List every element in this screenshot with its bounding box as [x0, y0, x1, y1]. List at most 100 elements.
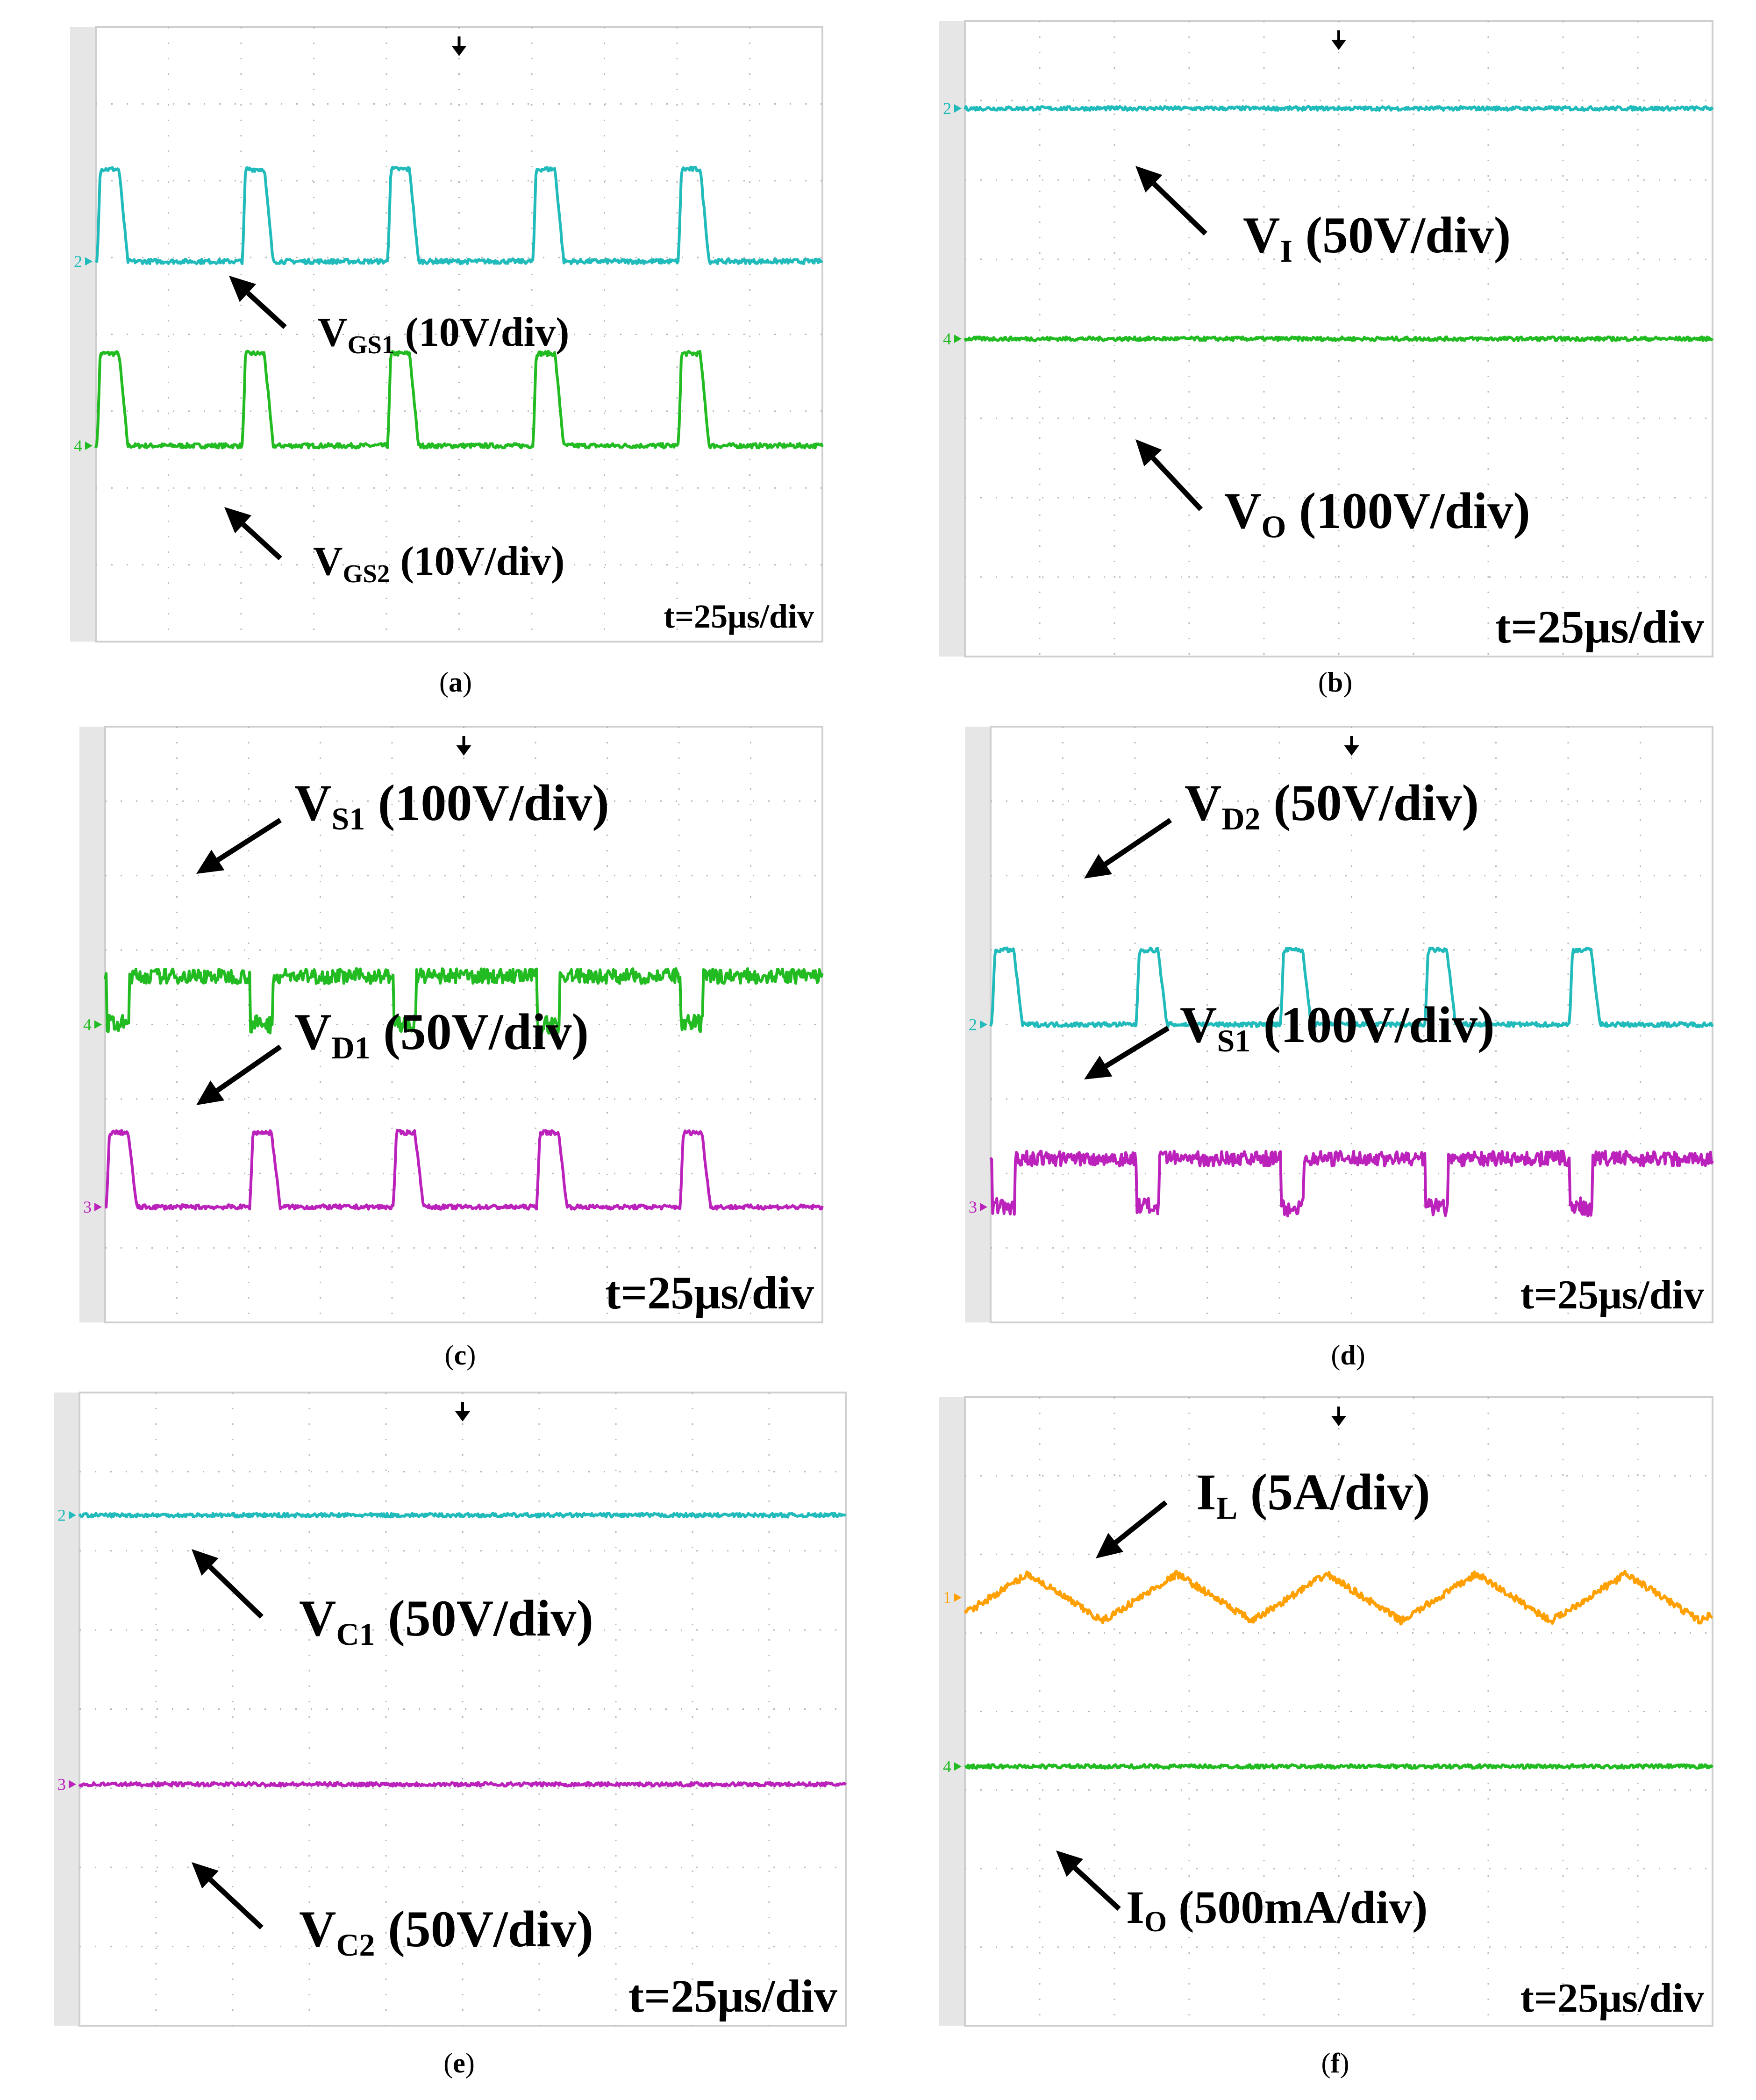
caption-letter: a	[449, 667, 463, 698]
trace-label-main: V	[294, 1003, 331, 1060]
channel-marker-arrow-icon	[85, 257, 93, 266]
timebase-label: t=25μs/div	[1520, 1976, 1704, 2021]
caption-paren: )	[1340, 2048, 1349, 2079]
scope-center-axes	[965, 1397, 1713, 2026]
trace-label-sub: O	[1144, 1906, 1167, 1938]
timebase-label: t=25μs/div	[1495, 601, 1704, 653]
trace-label-main: V	[294, 774, 331, 831]
scope-side-strip	[70, 27, 96, 642]
trace-label: IO (500mA/div)	[1126, 1881, 1428, 1938]
channel-marker-arrow-icon	[69, 1511, 76, 1520]
trace-ch2	[78, 1512, 847, 1519]
channel-marker-4: 4	[83, 1015, 92, 1034]
trace-label: VS1 (100V/div)	[294, 774, 609, 836]
trace-label-sub: O	[1261, 509, 1286, 544]
channel-marker-arrow-icon	[954, 1762, 962, 1771]
label-arrow-head-icon	[1056, 1850, 1084, 1877]
trace-label-sub: S1	[331, 801, 365, 836]
trigger-marker-icon	[1331, 1407, 1346, 1426]
label-arrow-line	[241, 522, 282, 561]
panel-caption: (f)	[1321, 2048, 1349, 2079]
channel-marker-arrow-icon	[980, 1202, 987, 1211]
scope-center-axes	[991, 727, 1713, 1322]
channel-marker-arrow-icon	[954, 1593, 962, 1602]
trace-ch3	[105, 1129, 824, 1211]
label-arrow-line	[1073, 1866, 1121, 1911]
label-arrow-head-icon	[192, 1862, 219, 1889]
scope-side-strip	[939, 1397, 965, 2026]
panel-caption: (b)	[1318, 667, 1352, 698]
channel-marker-arrow-icon	[85, 441, 93, 450]
trace-ch4	[964, 335, 1714, 343]
caption-letter: f	[1331, 2048, 1341, 2079]
trace-ch4	[94, 350, 824, 450]
label-arrow-head-icon	[196, 850, 225, 874]
trace-label-sub: GS2	[343, 559, 390, 588]
trace-label-main: V	[1224, 482, 1261, 539]
trace-label-main: V	[1185, 774, 1221, 831]
trace-ch1	[964, 1570, 1713, 1626]
trace-label: VO (100V/div)	[1224, 482, 1530, 544]
channel-marker-2: 2	[74, 252, 82, 271]
channel-marker-3: 3	[969, 1198, 977, 1216]
trace-label: VC2 (50V/div)	[299, 1900, 593, 1963]
channel-marker-arrow-icon	[954, 104, 962, 113]
trace-label-sub: D2	[1221, 801, 1260, 836]
caption-paren: (	[1318, 667, 1328, 698]
trace-label: VC1 (50V/div)	[299, 1590, 593, 1652]
label-arrow-line	[1104, 818, 1172, 866]
caption-paren: (	[445, 1340, 454, 1371]
label-arrow-line	[216, 818, 282, 863]
caption-paren: (	[1331, 1340, 1340, 1371]
trace-label-main: V	[299, 1900, 336, 1957]
trigger-marker-icon	[1331, 30, 1346, 50]
trace-ch2	[94, 165, 823, 265]
label-arrow-head-icon	[1084, 854, 1113, 879]
trace-label-unit: (50V/div)	[1261, 774, 1479, 831]
timebase-label: t=25μs/div	[628, 1970, 837, 2022]
trace-label-unit: (10V/div)	[390, 539, 564, 584]
channel-marker-2: 2	[943, 99, 951, 118]
channel-marker-1: 1	[943, 1588, 951, 1607]
trigger-marker-icon	[455, 1402, 470, 1421]
trace-label-main: I	[1196, 1464, 1216, 1521]
trace-label-sub: L	[1216, 1490, 1237, 1526]
trace-label-sub: S1	[1217, 1023, 1250, 1058]
trace-label: VS1 (100V/div)	[1180, 996, 1495, 1058]
trace-label-main: V	[313, 539, 343, 584]
timebase-label: t=25μs/div	[664, 598, 814, 635]
channel-marker-4: 4	[943, 329, 951, 348]
label-arrow-head-icon	[196, 1080, 225, 1105]
label-arrow-head-icon	[224, 507, 252, 534]
trace-label-main: I	[1126, 1881, 1144, 1933]
caption-letter: c	[454, 1340, 467, 1371]
trace-label-sub: D1	[331, 1030, 370, 1065]
scope-border	[79, 1392, 847, 2027]
panel-caption: (a)	[439, 667, 472, 698]
trace-label: VGS2 (10V/div)	[313, 539, 564, 588]
trace-ch3	[78, 1781, 847, 1788]
trace-label-main: V	[1180, 996, 1217, 1053]
label-arrow-head-icon	[1135, 439, 1162, 466]
trace-label-main: V	[318, 310, 348, 355]
label-arrow-head-icon	[192, 1549, 219, 1576]
trace-ch3	[989, 1150, 1714, 1218]
channel-marker-3: 3	[83, 1198, 92, 1216]
channel-marker-arrow-icon	[954, 335, 962, 343]
timebase-label: t=25μs/div	[605, 1267, 814, 1319]
channel-marker-2: 2	[969, 1015, 977, 1034]
label-arrow-line	[208, 1565, 264, 1619]
scope-side-strip	[54, 1393, 79, 2026]
label-arrow-line	[246, 291, 287, 329]
panel-caption: (e)	[443, 2048, 475, 2079]
trigger-marker-icon	[451, 36, 467, 56]
channel-marker-arrow-icon	[94, 1202, 102, 1211]
timebase-label: t=25μs/div	[1520, 1272, 1704, 1318]
label-arrow-head-icon	[1084, 1056, 1113, 1079]
caption-paren: )	[465, 2048, 475, 2079]
